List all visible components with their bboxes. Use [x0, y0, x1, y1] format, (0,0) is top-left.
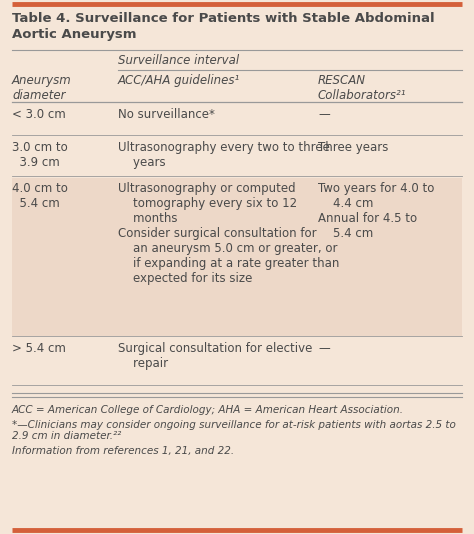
Bar [12, 178, 462, 336]
Text: > 5.4 cm: > 5.4 cm [12, 342, 66, 355]
Text: RESCAN
Collaborators²¹: RESCAN Collaborators²¹ [318, 74, 407, 102]
Text: ACC/AHA guidelines¹: ACC/AHA guidelines¹ [118, 74, 240, 87]
Text: Table 4. Surveillance for Patients with Stable Abdominal: Table 4. Surveillance for Patients with … [12, 12, 435, 25]
Text: Surgical consultation for elective
    repair: Surgical consultation for elective repai… [118, 342, 312, 370]
Text: Ultrasonography every two to three
    years: Ultrasonography every two to three years [118, 141, 330, 169]
Text: ACC = American College of Cardiology; AHA = American Heart Association.: ACC = American College of Cardiology; AH… [12, 405, 404, 415]
Text: Ultrasonography or computed
    tomography every six to 12
    months
Consider s: Ultrasonography or computed tomography e… [118, 182, 339, 285]
Text: < 3.0 cm: < 3.0 cm [12, 108, 66, 121]
Text: 2.9 cm in diameter.²²: 2.9 cm in diameter.²² [12, 431, 121, 441]
Text: Three years: Three years [318, 141, 388, 154]
Text: Two years for 4.0 to
    4.4 cm
Annual for 4.5 to
    5.4 cm: Two years for 4.0 to 4.4 cm Annual for 4… [318, 182, 434, 240]
Text: *—Clinicians may consider ongoing surveillance for at-risk patients with aortas : *—Clinicians may consider ongoing survei… [12, 420, 456, 430]
Text: No surveillance*: No surveillance* [118, 108, 215, 121]
Text: Aneurysm
diameter: Aneurysm diameter [12, 74, 72, 102]
Text: Aortic Aneurysm: Aortic Aneurysm [12, 28, 137, 41]
Text: Information from references 1, 21, and 22.: Information from references 1, 21, and 2… [12, 446, 234, 456]
Text: 4.0 cm to
  5.4 cm: 4.0 cm to 5.4 cm [12, 182, 68, 210]
Text: —: — [318, 342, 330, 355]
Text: Surveillance interval: Surveillance interval [118, 54, 239, 67]
Text: —: — [318, 108, 330, 121]
Text: 3.0 cm to
  3.9 cm: 3.0 cm to 3.9 cm [12, 141, 68, 169]
